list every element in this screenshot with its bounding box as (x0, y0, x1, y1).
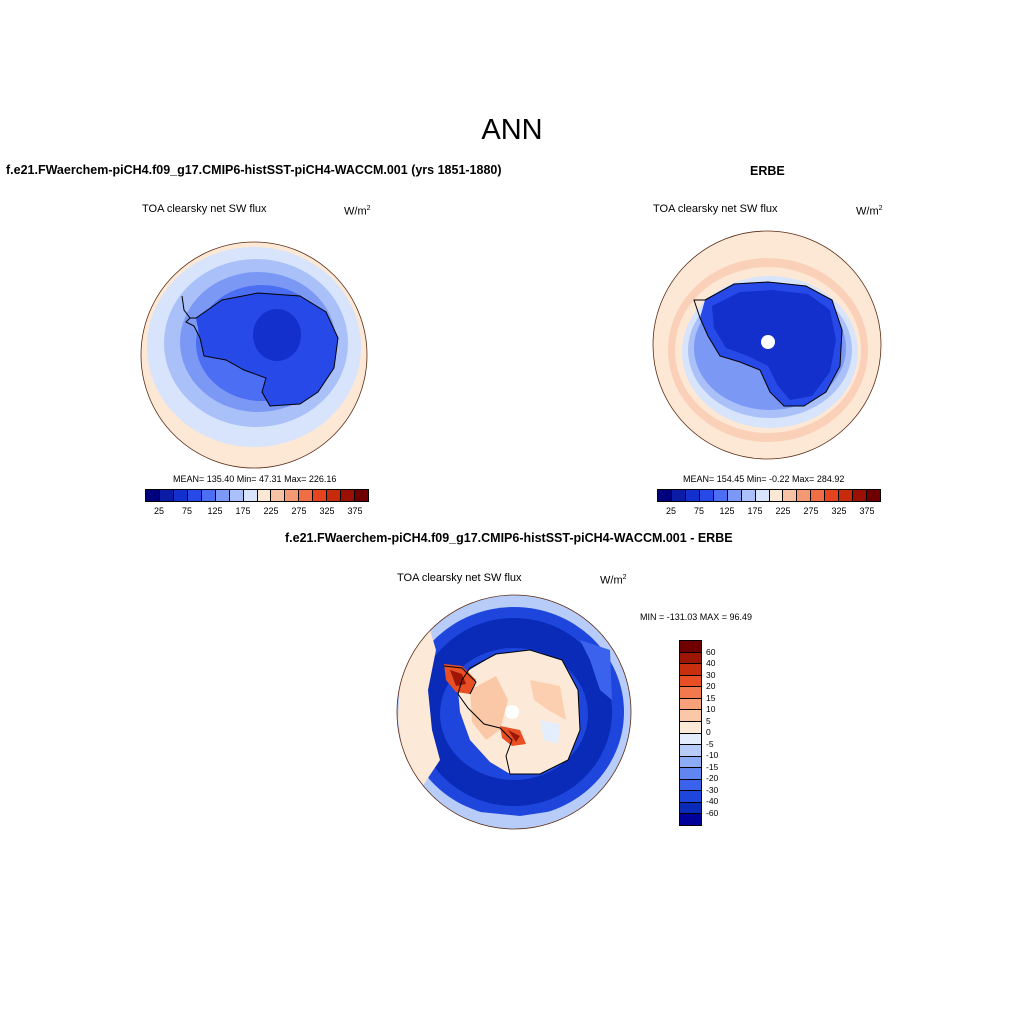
model-colorbar-label: 225 (263, 506, 279, 516)
obs-colorbar-label: 375 (859, 506, 875, 516)
diff-colorbar-box (680, 664, 701, 676)
diff-colorbar-box (680, 791, 701, 803)
obs-colorbar-box (797, 490, 812, 501)
model-colorbar-label: 25 (153, 506, 165, 516)
diff-colorbar-box (680, 802, 701, 815)
diff-colorbar-box (680, 745, 701, 757)
obs-colorbar-box (867, 490, 880, 501)
obs-colorbar-label: 175 (747, 506, 763, 516)
diff-colorbar-box (680, 733, 701, 746)
diff-colorbar-label: -5 (706, 738, 714, 749)
diff-colorbar-label: 40 (706, 658, 716, 668)
diff-colorbar-box (680, 710, 701, 722)
obs-colorbar-label: 25 (665, 506, 677, 516)
obs-colorbar-box (853, 490, 868, 501)
obs-colorbar-box (671, 490, 686, 501)
obs-colorbar-box (741, 490, 756, 501)
diff-colorbar-label: 0 (706, 727, 711, 737)
obs-colorbar-label: 75 (693, 506, 705, 516)
model-colorbar-box (299, 490, 314, 501)
diff-variable-title: TOA clearsky net SW flux (397, 572, 522, 584)
diff-colorbar-box (680, 768, 701, 780)
obs-case-title: ERBE (750, 164, 785, 178)
diff-colorbar-label: 30 (706, 669, 716, 680)
diff-colorbar-label: -40 (706, 796, 719, 806)
model-colorbar-box (313, 490, 328, 501)
model-colorbar (145, 489, 369, 502)
diff-colorbar-label: 15 (706, 692, 716, 703)
model-colorbar-label: 75 (181, 506, 193, 516)
main-title: ANN (481, 114, 543, 146)
diff-colorbar-label: -60 (706, 807, 719, 818)
obs-colorbar-box (713, 490, 728, 501)
diff-colorbar-label: -30 (706, 784, 719, 795)
diff-colorbar-label: 60 (706, 646, 716, 657)
diff-colorbar-box (680, 756, 701, 769)
diff-colorbar-label: -10 (706, 750, 719, 760)
obs-colorbar-box (769, 490, 784, 501)
obs-colorbar-box (839, 490, 854, 501)
diff-colorbar-box (680, 675, 701, 688)
diff-colorbar-box (680, 652, 701, 665)
diff-units: W/m2 (600, 574, 627, 587)
model-colorbar-box (285, 490, 300, 501)
model-colorbar-label: 125 (207, 506, 223, 516)
model-stats: MEAN= 135.40 Min= 47.31 Max= 226.16 (173, 474, 337, 484)
model-colorbar-label: 325 (319, 506, 335, 516)
obs-colorbar-label: 325 (831, 506, 847, 516)
model-colorbar-box (229, 490, 244, 501)
model-units: W/m2 (344, 205, 371, 218)
diff-colorbar-box (680, 721, 701, 734)
model-colorbar-box (215, 490, 230, 501)
obs-colorbar-box (658, 490, 672, 501)
diff-colorbar-box (680, 814, 701, 825)
model-colorbar-box (271, 490, 286, 501)
obs-colorbar-label: 225 (775, 506, 791, 516)
obs-colorbar-box (783, 490, 798, 501)
diff-case-title: f.e21.FWaerchem-piCH4.f09_g17.CMIP6-hist… (285, 531, 733, 545)
model-colorbar-box (146, 490, 160, 501)
model-colorbar-box (201, 490, 216, 501)
diff-stats: MIN = -131.03 MAX = 96.49 (640, 612, 753, 622)
obs-colorbar-box (685, 490, 700, 501)
model-colorbar-box (327, 490, 342, 501)
obs-stats: MEAN= 154.45 Min= -0.22 Max= 284.92 (683, 474, 845, 484)
model-variable-title: TOA clearsky net SW flux (142, 203, 267, 215)
model-colorbar-label: 275 (291, 506, 307, 516)
obs-variable-title: TOA clearsky net SW flux (653, 203, 778, 215)
diff-colorbar-box (680, 687, 701, 699)
diff-colorbar-label: -20 (706, 773, 719, 783)
model-colorbar-box (243, 490, 258, 501)
diff-colorbar-labels: 60 40 30 20 15 10 5 0 -5 -10 -15 -20 -30 -40 -60 (706, 640, 736, 824)
model-colorbar-label: 175 (235, 506, 251, 516)
obs-units: W/m2 (856, 205, 883, 218)
model-colorbar-box (257, 490, 272, 501)
diff-colorbar-label: 5 (706, 715, 711, 726)
diff-colorbar-box (680, 779, 701, 792)
diff-colorbar-box (680, 698, 701, 711)
model-colorbar-box (187, 490, 202, 501)
diff-colorbar-box (680, 641, 701, 653)
model-colorbar-box (355, 490, 368, 501)
obs-colorbar-box (825, 490, 840, 501)
diff-colorbar (679, 640, 702, 826)
diff-colorbar-label: -15 (706, 761, 719, 772)
model-case-title: f.e21.FWaerchem-piCH4.f09_g17.CMIP6-hist… (6, 163, 502, 177)
obs-colorbar-box (811, 490, 826, 501)
obs-colorbar-box (755, 490, 770, 501)
obs-colorbar-label: 275 (803, 506, 819, 516)
obs-colorbar (657, 489, 881, 502)
diff-colorbar-label: 20 (706, 681, 716, 691)
obs-colorbar-label: 125 (719, 506, 735, 516)
model-colorbar-box (159, 490, 174, 501)
model-colorbar-label: 375 (347, 506, 363, 516)
obs-colorbar-box (699, 490, 714, 501)
model-colorbar-box (341, 490, 356, 501)
model-colorbar-box (173, 490, 188, 501)
diff-colorbar-label: 10 (706, 704, 716, 714)
obs-colorbar-box (727, 490, 742, 501)
